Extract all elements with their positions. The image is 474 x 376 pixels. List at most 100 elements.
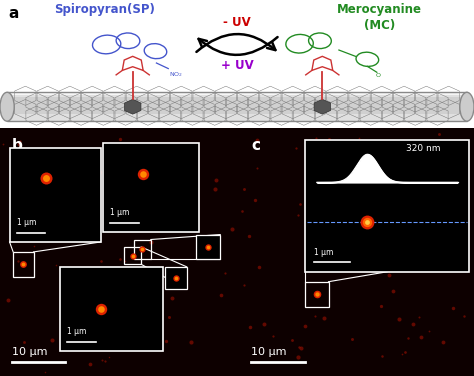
Point bbox=[401, 349, 409, 355]
FancyArrowPatch shape bbox=[199, 37, 278, 55]
Bar bbox=[196, 235, 220, 259]
Point bbox=[179, 177, 186, 183]
Point bbox=[348, 336, 356, 342]
Point bbox=[238, 208, 246, 214]
Point bbox=[460, 313, 467, 319]
Point bbox=[30, 244, 37, 250]
Point bbox=[95, 171, 103, 177]
Point bbox=[204, 244, 212, 250]
Point bbox=[417, 334, 424, 340]
Point bbox=[364, 219, 371, 225]
Point bbox=[295, 344, 302, 350]
Text: + UV: + UV bbox=[220, 59, 254, 73]
Point bbox=[4, 297, 12, 303]
Point bbox=[253, 137, 261, 143]
Point bbox=[212, 252, 219, 258]
Point bbox=[66, 190, 74, 196]
Bar bbox=[305, 140, 469, 272]
Text: c: c bbox=[251, 138, 260, 153]
Point bbox=[85, 267, 93, 273]
Point bbox=[217, 292, 225, 298]
Point bbox=[19, 261, 27, 267]
Point bbox=[121, 223, 129, 229]
Point bbox=[172, 275, 180, 281]
Point bbox=[254, 165, 261, 171]
Point bbox=[301, 323, 309, 329]
Point bbox=[195, 255, 203, 261]
Point bbox=[116, 256, 123, 262]
Point bbox=[17, 138, 24, 144]
Point bbox=[86, 361, 93, 367]
Bar bbox=[7, 97, 467, 114]
Point bbox=[99, 357, 106, 363]
Point bbox=[211, 185, 219, 191]
Point bbox=[377, 303, 384, 309]
Point bbox=[153, 173, 160, 179]
Point bbox=[292, 145, 300, 151]
Point bbox=[72, 196, 80, 202]
Point bbox=[416, 166, 424, 172]
Point bbox=[404, 335, 411, 341]
Point bbox=[288, 337, 296, 343]
Point bbox=[41, 369, 48, 375]
Bar bbox=[165, 267, 187, 289]
Bar bbox=[13, 252, 34, 277]
Point bbox=[251, 197, 259, 203]
Point bbox=[62, 164, 69, 170]
Point bbox=[261, 321, 268, 327]
Point bbox=[383, 260, 390, 266]
Point bbox=[187, 339, 195, 345]
Point bbox=[42, 175, 50, 181]
Point bbox=[311, 313, 319, 319]
Point bbox=[138, 246, 146, 252]
Text: 1 μm: 1 μm bbox=[110, 208, 129, 217]
Text: 1 μm: 1 μm bbox=[314, 249, 334, 258]
Point bbox=[121, 258, 129, 264]
Point bbox=[172, 275, 180, 281]
Text: Merocyanine: Merocyanine bbox=[337, 3, 422, 16]
Point bbox=[435, 131, 443, 137]
Point bbox=[82, 284, 89, 290]
Point bbox=[389, 288, 396, 294]
Text: 320 nm: 320 nm bbox=[406, 144, 440, 153]
Point bbox=[425, 328, 432, 334]
Point bbox=[297, 344, 304, 350]
FancyArrowPatch shape bbox=[196, 34, 275, 52]
Point bbox=[456, 158, 464, 164]
Bar bbox=[305, 282, 328, 306]
Text: NO$_2$: NO$_2$ bbox=[169, 70, 183, 79]
Bar bbox=[7, 92, 467, 121]
Point bbox=[204, 244, 212, 250]
Point bbox=[155, 155, 163, 161]
Text: (MC): (MC) bbox=[364, 19, 395, 32]
Ellipse shape bbox=[460, 92, 474, 121]
Bar bbox=[125, 247, 141, 264]
Bar bbox=[7, 95, 467, 121]
Point bbox=[449, 305, 457, 311]
Point bbox=[88, 296, 96, 302]
Point bbox=[49, 337, 56, 343]
Point bbox=[246, 324, 254, 330]
Point bbox=[398, 350, 405, 356]
Point bbox=[410, 321, 417, 327]
Text: 10 μm: 10 μm bbox=[251, 347, 287, 357]
Point bbox=[0, 141, 7, 147]
Text: - UV: - UV bbox=[223, 17, 251, 29]
Text: Spiropyran(SP): Spiropyran(SP) bbox=[54, 3, 155, 16]
Bar bbox=[9, 148, 100, 242]
Point bbox=[174, 181, 182, 187]
Point bbox=[97, 306, 105, 312]
Point bbox=[105, 287, 112, 293]
Point bbox=[14, 258, 22, 264]
Text: 1 μm: 1 μm bbox=[17, 218, 36, 227]
Point bbox=[110, 158, 118, 164]
Point bbox=[158, 166, 165, 172]
Point bbox=[173, 268, 180, 274]
Point bbox=[307, 251, 314, 257]
Point bbox=[129, 253, 137, 259]
Point bbox=[139, 330, 147, 336]
Point bbox=[245, 233, 253, 240]
Text: b: b bbox=[12, 138, 23, 153]
Point bbox=[449, 226, 456, 232]
Point bbox=[125, 313, 133, 319]
